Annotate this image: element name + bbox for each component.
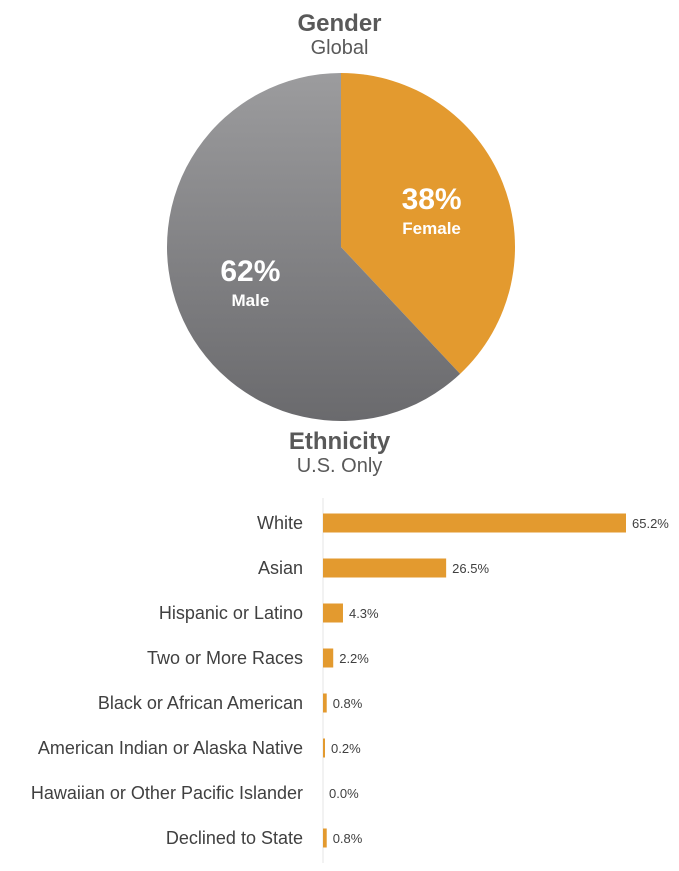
pie-name-label-female: Female bbox=[402, 219, 461, 238]
bar-asian bbox=[323, 558, 447, 578]
bar-value-label: 0.0% bbox=[329, 786, 359, 801]
pie-percent-label-female: 38% bbox=[402, 183, 462, 216]
gender-chart-title: Gender bbox=[297, 10, 382, 37]
gender-pie-chart: 38% Female 62% Male bbox=[166, 73, 515, 421]
pie-percent-label-male: 62% bbox=[220, 255, 280, 288]
bar-category-label: Asian bbox=[258, 558, 303, 578]
bar-value-label: 0.2% bbox=[331, 741, 361, 756]
bar-value-label: 2.2% bbox=[339, 651, 369, 666]
bar-category-label: Declined to State bbox=[166, 828, 303, 848]
bar-value-label: 65.2% bbox=[632, 516, 669, 531]
bar-hispanic-or-latino bbox=[323, 603, 343, 623]
ethnicity-chart-subtitle: U.S. Only bbox=[296, 455, 383, 477]
bar-value-label: 0.8% bbox=[333, 696, 363, 711]
bar-white bbox=[323, 513, 626, 533]
bar-declined-to-state bbox=[323, 828, 327, 848]
bar-category-label: Black or African American bbox=[98, 693, 303, 713]
bar-category-label: Hispanic or Latino bbox=[159, 603, 303, 623]
ethnicity-chart-title: Ethnicity bbox=[288, 428, 391, 455]
bar-black-or-african-american bbox=[323, 693, 327, 713]
gender-chart-subtitle: Global bbox=[310, 37, 369, 59]
bar-value-label: 0.8% bbox=[333, 831, 363, 846]
pie-name-label-male: Male bbox=[232, 291, 270, 310]
bar-category-label: White bbox=[257, 513, 303, 533]
bar-category-label: Hawaiian or Other Pacific Islander bbox=[31, 783, 303, 803]
bar-value-label: 26.5% bbox=[452, 561, 489, 576]
pie-slice-female bbox=[341, 73, 515, 374]
pie-slice-male bbox=[166, 73, 461, 421]
bar-american-indian-or-alaska-native bbox=[323, 738, 325, 758]
bar-category-label: Two or More Races bbox=[147, 648, 303, 668]
bar-value-label: 4.3% bbox=[349, 606, 379, 621]
bar-two-or-more-races bbox=[323, 648, 334, 668]
bar-category-label: American Indian or Alaska Native bbox=[38, 738, 303, 758]
